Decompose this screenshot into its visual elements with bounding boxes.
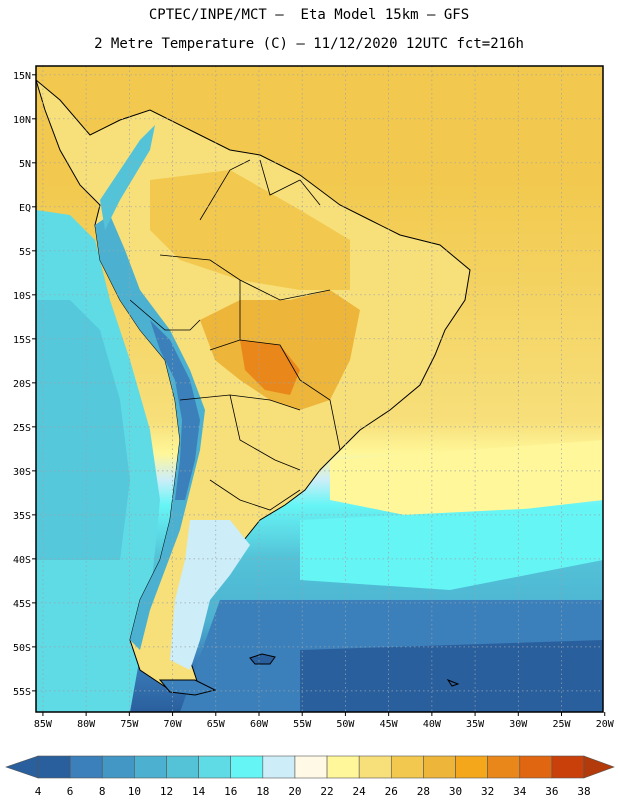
south-georgia [446,678,460,687]
lon-label: 65W [207,719,226,730]
colorbar-label: 16 [224,785,237,798]
colorbar-swatch [262,755,296,779]
lon-label: 85W [34,719,53,730]
colorbar-label: 22 [320,785,333,798]
lat-label: 10S [13,291,31,302]
lat-label: 45S [13,599,31,610]
colorbar-label: 30 [449,785,462,798]
lon-label: 70W [164,719,183,730]
colorbar-label: 38 [577,785,590,798]
map-subtitle: 2 Metre Temperature (C) – 11/12/2020 12U… [94,36,524,52]
colorbar-label: 8 [99,785,106,798]
colorbar-low-arrow [5,755,39,779]
colorbar-label: 36 [545,785,558,798]
lat-label: 25S [13,423,31,434]
lon-label: 40W [423,719,442,730]
country-borders [129,159,341,511]
colorbar-label: 14 [192,785,206,798]
amazon-warm-zone [150,170,350,290]
colorbar-swatch [69,755,103,779]
colorbar-label: 18 [256,785,269,798]
map-title: CPTEC/INPE/MCT – Eta Model 15km – GFS [148,7,470,23]
colorbar-label: 12 [160,785,173,798]
atlantic-warm-band [330,440,603,520]
lat-label: 5S [19,247,31,258]
tierra-del-fuego [158,679,217,696]
colorbar-swatch [134,755,167,779]
colorbar-label: 24 [353,785,367,798]
colorbar-swatch [294,755,328,779]
colorbar-swatch [166,755,199,779]
atlantic-coldest-band [300,640,603,712]
lat-label: 5N [19,159,31,170]
colorbar-label: 20 [288,785,301,798]
colorbar-swatch [423,755,456,779]
colorbar-label: 34 [513,785,527,798]
colorbar-swatch [487,755,521,779]
colorbar-swatch [230,755,264,779]
lon-label: 50W [336,719,355,730]
northern-andes-cold [100,125,155,230]
lon-label: 30W [509,719,528,730]
colorbar-high-arrow [583,755,615,779]
atlantic-cool-band [300,505,603,590]
map-frame [35,65,604,713]
andes-coldest-strip [150,320,200,500]
colorbar-swatch [519,755,553,779]
lat-label: 30S [13,467,31,478]
lat-label: 35S [13,511,31,522]
colorbar-label: 26 [385,785,398,798]
colorbar-swatch [198,755,232,779]
falkland-islands [249,653,276,665]
colorbar-labels: 4 6 8 10 12 14 16 18 20 22 24 26 28 30 32 34 36 38 [35,785,591,798]
colorbar-label: 10 [128,785,141,798]
lon-label: 60W [250,719,269,730]
colorbar-swatch [551,755,585,779]
lat-label: EQ [19,203,31,214]
colorbar-label: 6 [67,785,74,798]
colorbar-swatch [455,755,488,779]
colorbar-swatch [358,755,392,779]
colorbar-label: 4 [35,785,42,798]
graticule [36,66,603,712]
colorbar [5,755,615,779]
lat-label: 15S [13,335,31,346]
colorbar-swatch [326,755,360,779]
lat-label: 50S [13,643,31,654]
lon-label: 55W [293,719,312,730]
lon-label: 45W [380,719,399,730]
colorbar-swatch [101,755,135,779]
lon-label: 75W [120,719,139,730]
lat-label: 10N [13,115,31,126]
lon-label: 25W [552,719,571,730]
colorbar-label: 28 [417,785,430,798]
colorbar-swatch [390,755,424,779]
lat-label: 20S [13,379,31,390]
pacific-mid-zone [36,300,130,560]
lat-label: 55S [13,687,31,698]
colorbar-swatch [37,755,71,779]
lat-label: 40S [13,555,31,566]
latitude-labels: 15N 10N 5N EQ 5S 10S 15S 20S 25S 30S 35S 40S 45S 50S 5… [13,71,36,698]
lon-label: 20W [596,719,615,730]
longitude-labels: 85W 80W 75W 70W 65W 60W 55W 50W 45W 40W 35W 30W 25W 2… [34,712,615,730]
lon-label: 80W [77,719,96,730]
patagonia-cool-zone [170,520,250,670]
colorbar-label: 32 [481,785,494,798]
lon-label: 35W [466,719,485,730]
lat-label: 15N [13,71,31,82]
